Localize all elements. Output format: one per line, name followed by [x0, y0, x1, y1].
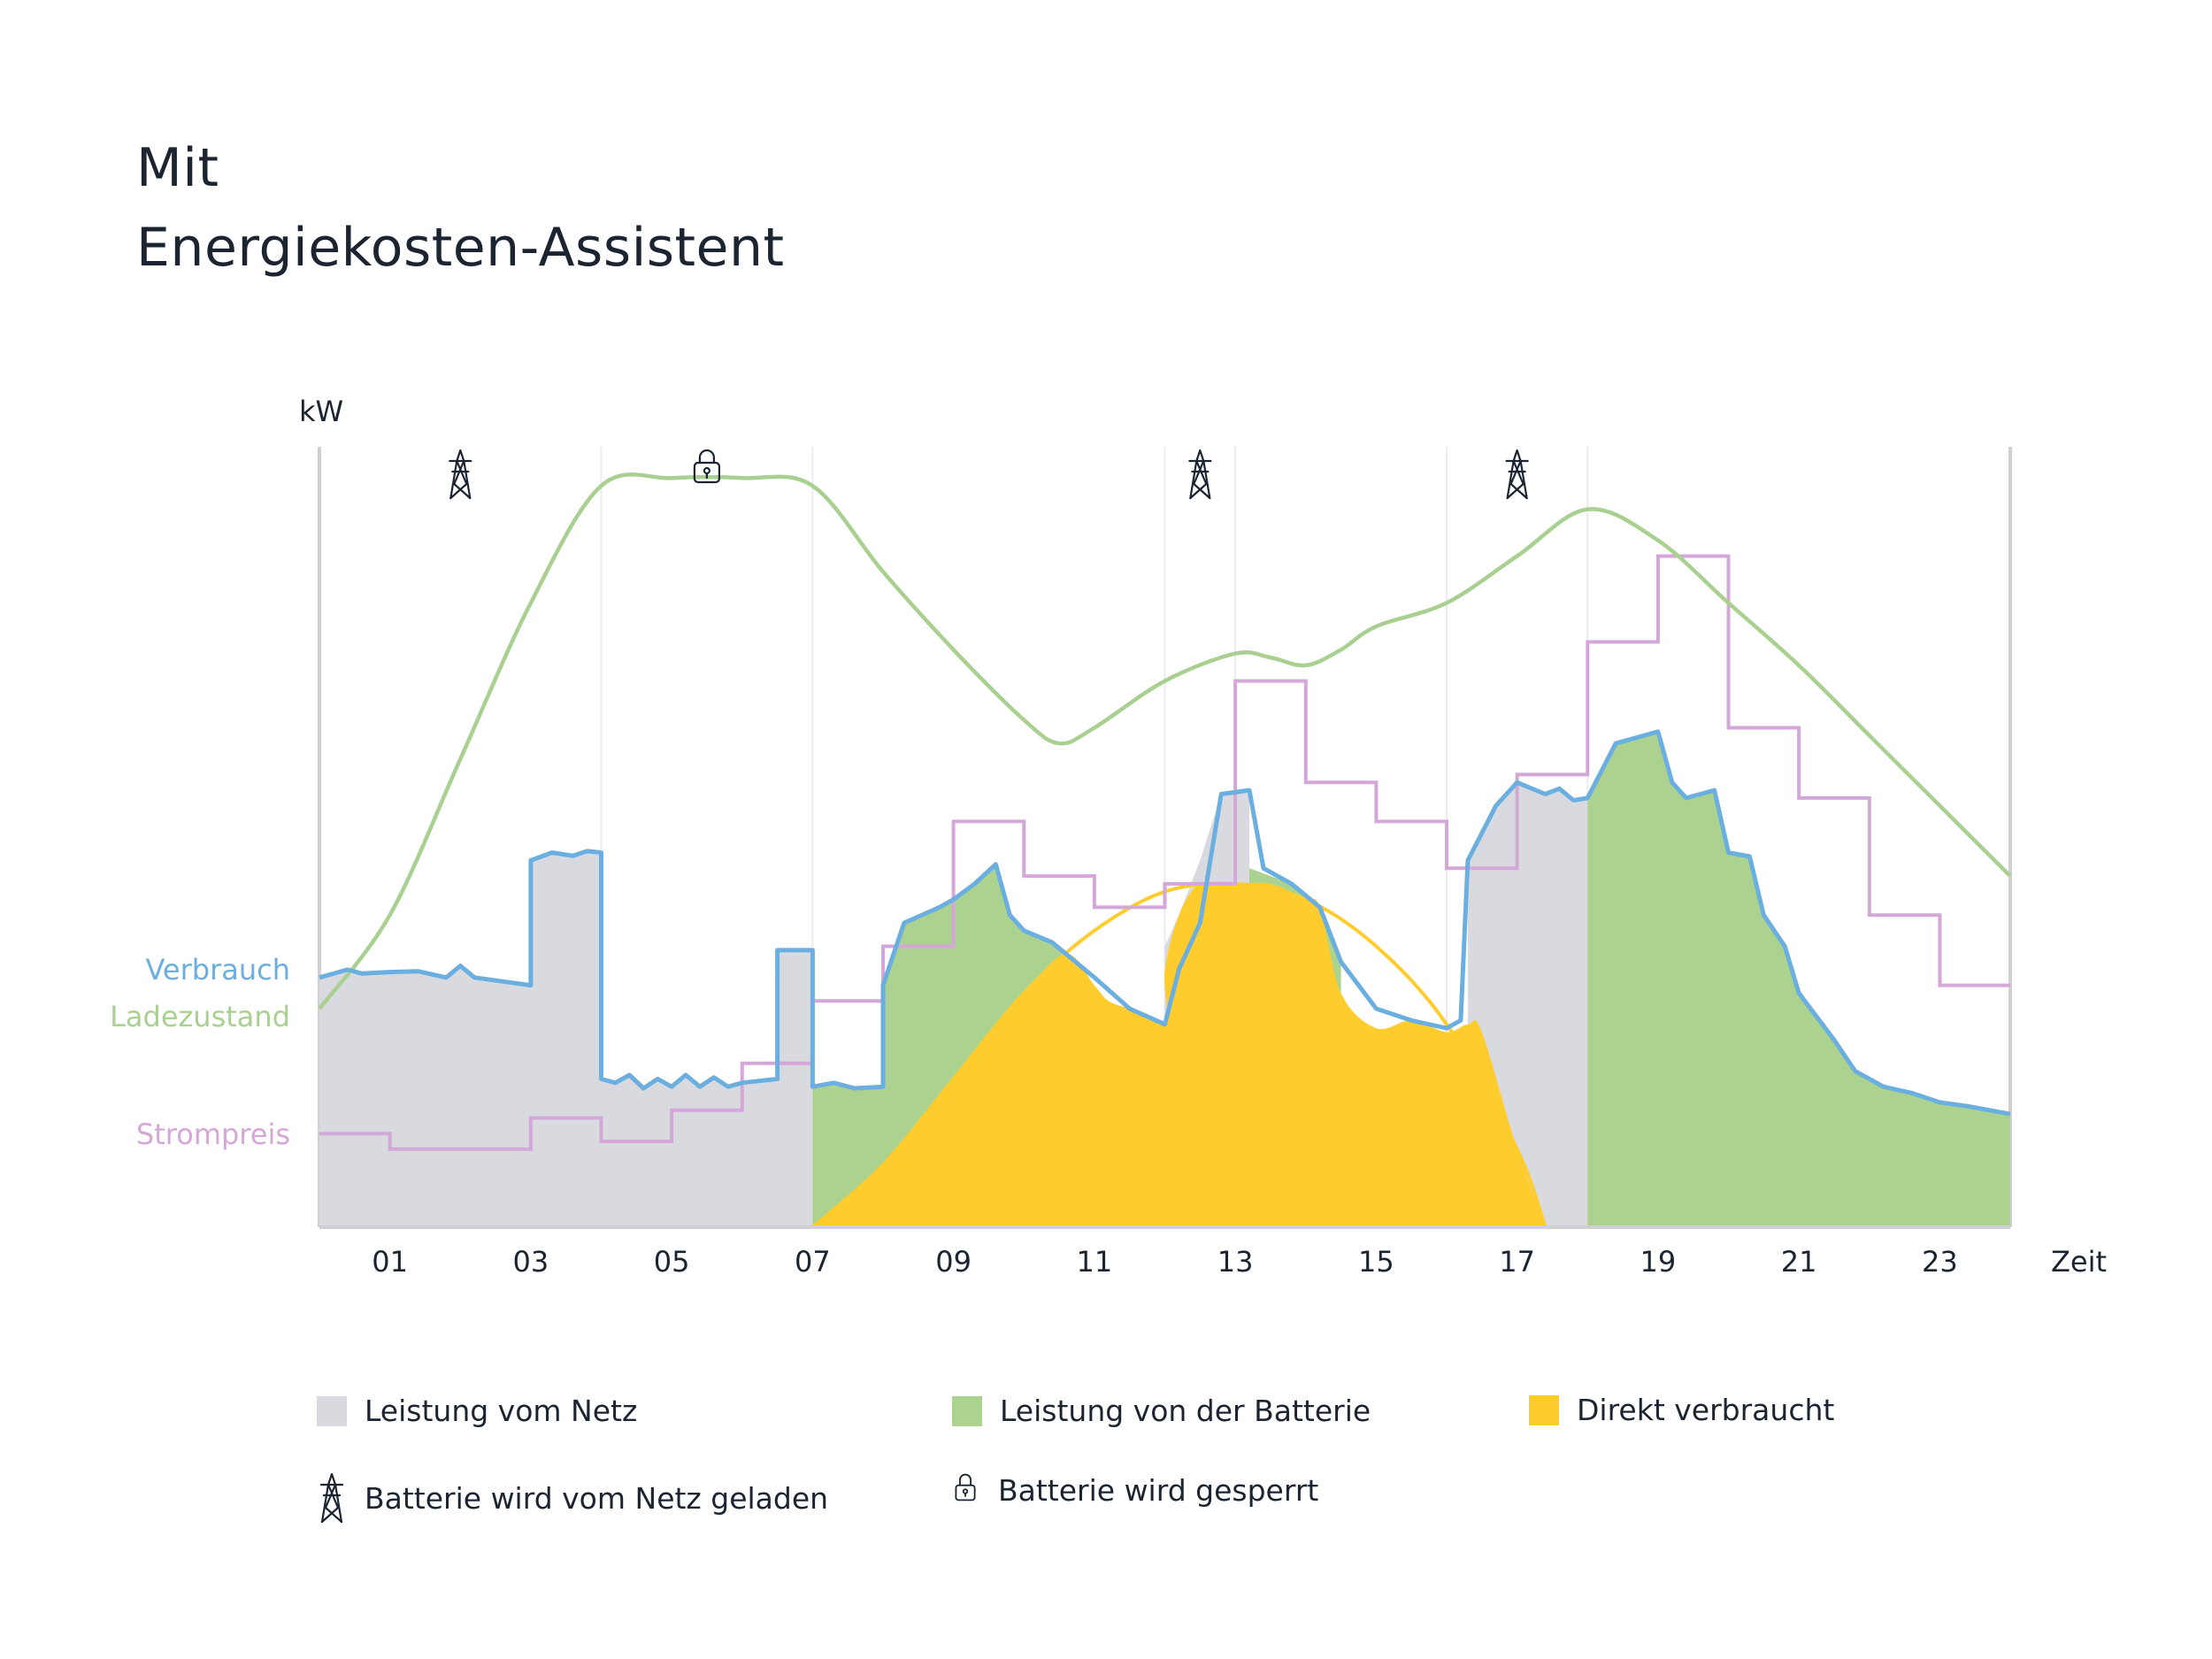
event-icons	[449, 449, 1529, 500]
legend-swatch-direkt	[1529, 1394, 1559, 1425]
legend-swatch-batterie	[952, 1395, 982, 1426]
x-tick-label: 11	[1077, 1245, 1113, 1279]
x-tick-label: 09	[935, 1245, 972, 1279]
area-fills	[319, 731, 2010, 1227]
title-line-2: Energiekosten-Assistent	[136, 217, 785, 279]
legend-item-netz: Leistung vom Netz	[317, 1394, 637, 1428]
power-tower-icon	[319, 1472, 344, 1524]
x-tick-label: 13	[1217, 1245, 1254, 1279]
x-tick-label: 19	[1640, 1245, 1677, 1279]
legend-label-lock: Batterie wird gesperrt	[998, 1472, 1319, 1508]
x-tick-label: 07	[795, 1245, 831, 1279]
lock-icon	[955, 1473, 976, 1502]
series-label-strompreis: Strompreis	[136, 1118, 290, 1151]
x-tick-label: 01	[372, 1245, 408, 1279]
batterie-area	[1587, 731, 2010, 1227]
legend-item-direkt: Direkt verbraucht	[1529, 1393, 1834, 1427]
series-label-ladezustand: Ladezustand	[110, 1000, 290, 1033]
strompreis-line	[319, 554, 2010, 1151]
legend-item-grid-charge: Batterie wird vom Netz geladen	[317, 1472, 828, 1524]
x-axis-label: Zeit	[2051, 1245, 2107, 1279]
ladezustand-line	[318, 472, 2012, 1010]
direkt-area	[812, 881, 1546, 1227]
netz-area	[319, 850, 813, 1227]
axes: 01 03 05 07 09 11 13 15 17 19 21 23	[319, 1225, 2010, 1279]
legend-item-lock: Batterie wird gesperrt	[950, 1471, 1318, 1509]
legend-label-netz: Leistung vom Netz	[365, 1394, 638, 1428]
chart-title: Mit Energiekosten-Assistent	[136, 128, 785, 288]
title-line-1: Mit	[136, 137, 219, 199]
legend-item-batterie: Leistung von der Batterie	[952, 1394, 1371, 1428]
legend-swatch-netz	[317, 1395, 347, 1426]
x-tick-label: 05	[654, 1245, 690, 1279]
legend-label-direkt: Direkt verbraucht	[1577, 1393, 1835, 1427]
verbrauch-line	[319, 729, 2011, 1117]
x-tick-label: 21	[1781, 1245, 1817, 1279]
series-label-verbrauch: Verbrauch	[146, 953, 290, 987]
x-tick-label: 15	[1358, 1245, 1394, 1279]
x-tick-label: 17	[1499, 1245, 1535, 1279]
power-tower-icon	[449, 449, 472, 500]
y-axis-label: kW	[299, 395, 343, 428]
legend-label-batterie: Leistung von der Batterie	[1000, 1394, 1371, 1428]
series-lines	[318, 472, 2012, 1229]
power-tower-icon	[1188, 449, 1212, 500]
power-tower-icon	[1505, 449, 1529, 500]
x-tick-label: 23	[1922, 1245, 1958, 1279]
x-tick-label: 03	[513, 1245, 549, 1279]
legend-label-grid-charge: Batterie wird vom Netz geladen	[365, 1480, 829, 1516]
lock-icon	[693, 449, 721, 484]
